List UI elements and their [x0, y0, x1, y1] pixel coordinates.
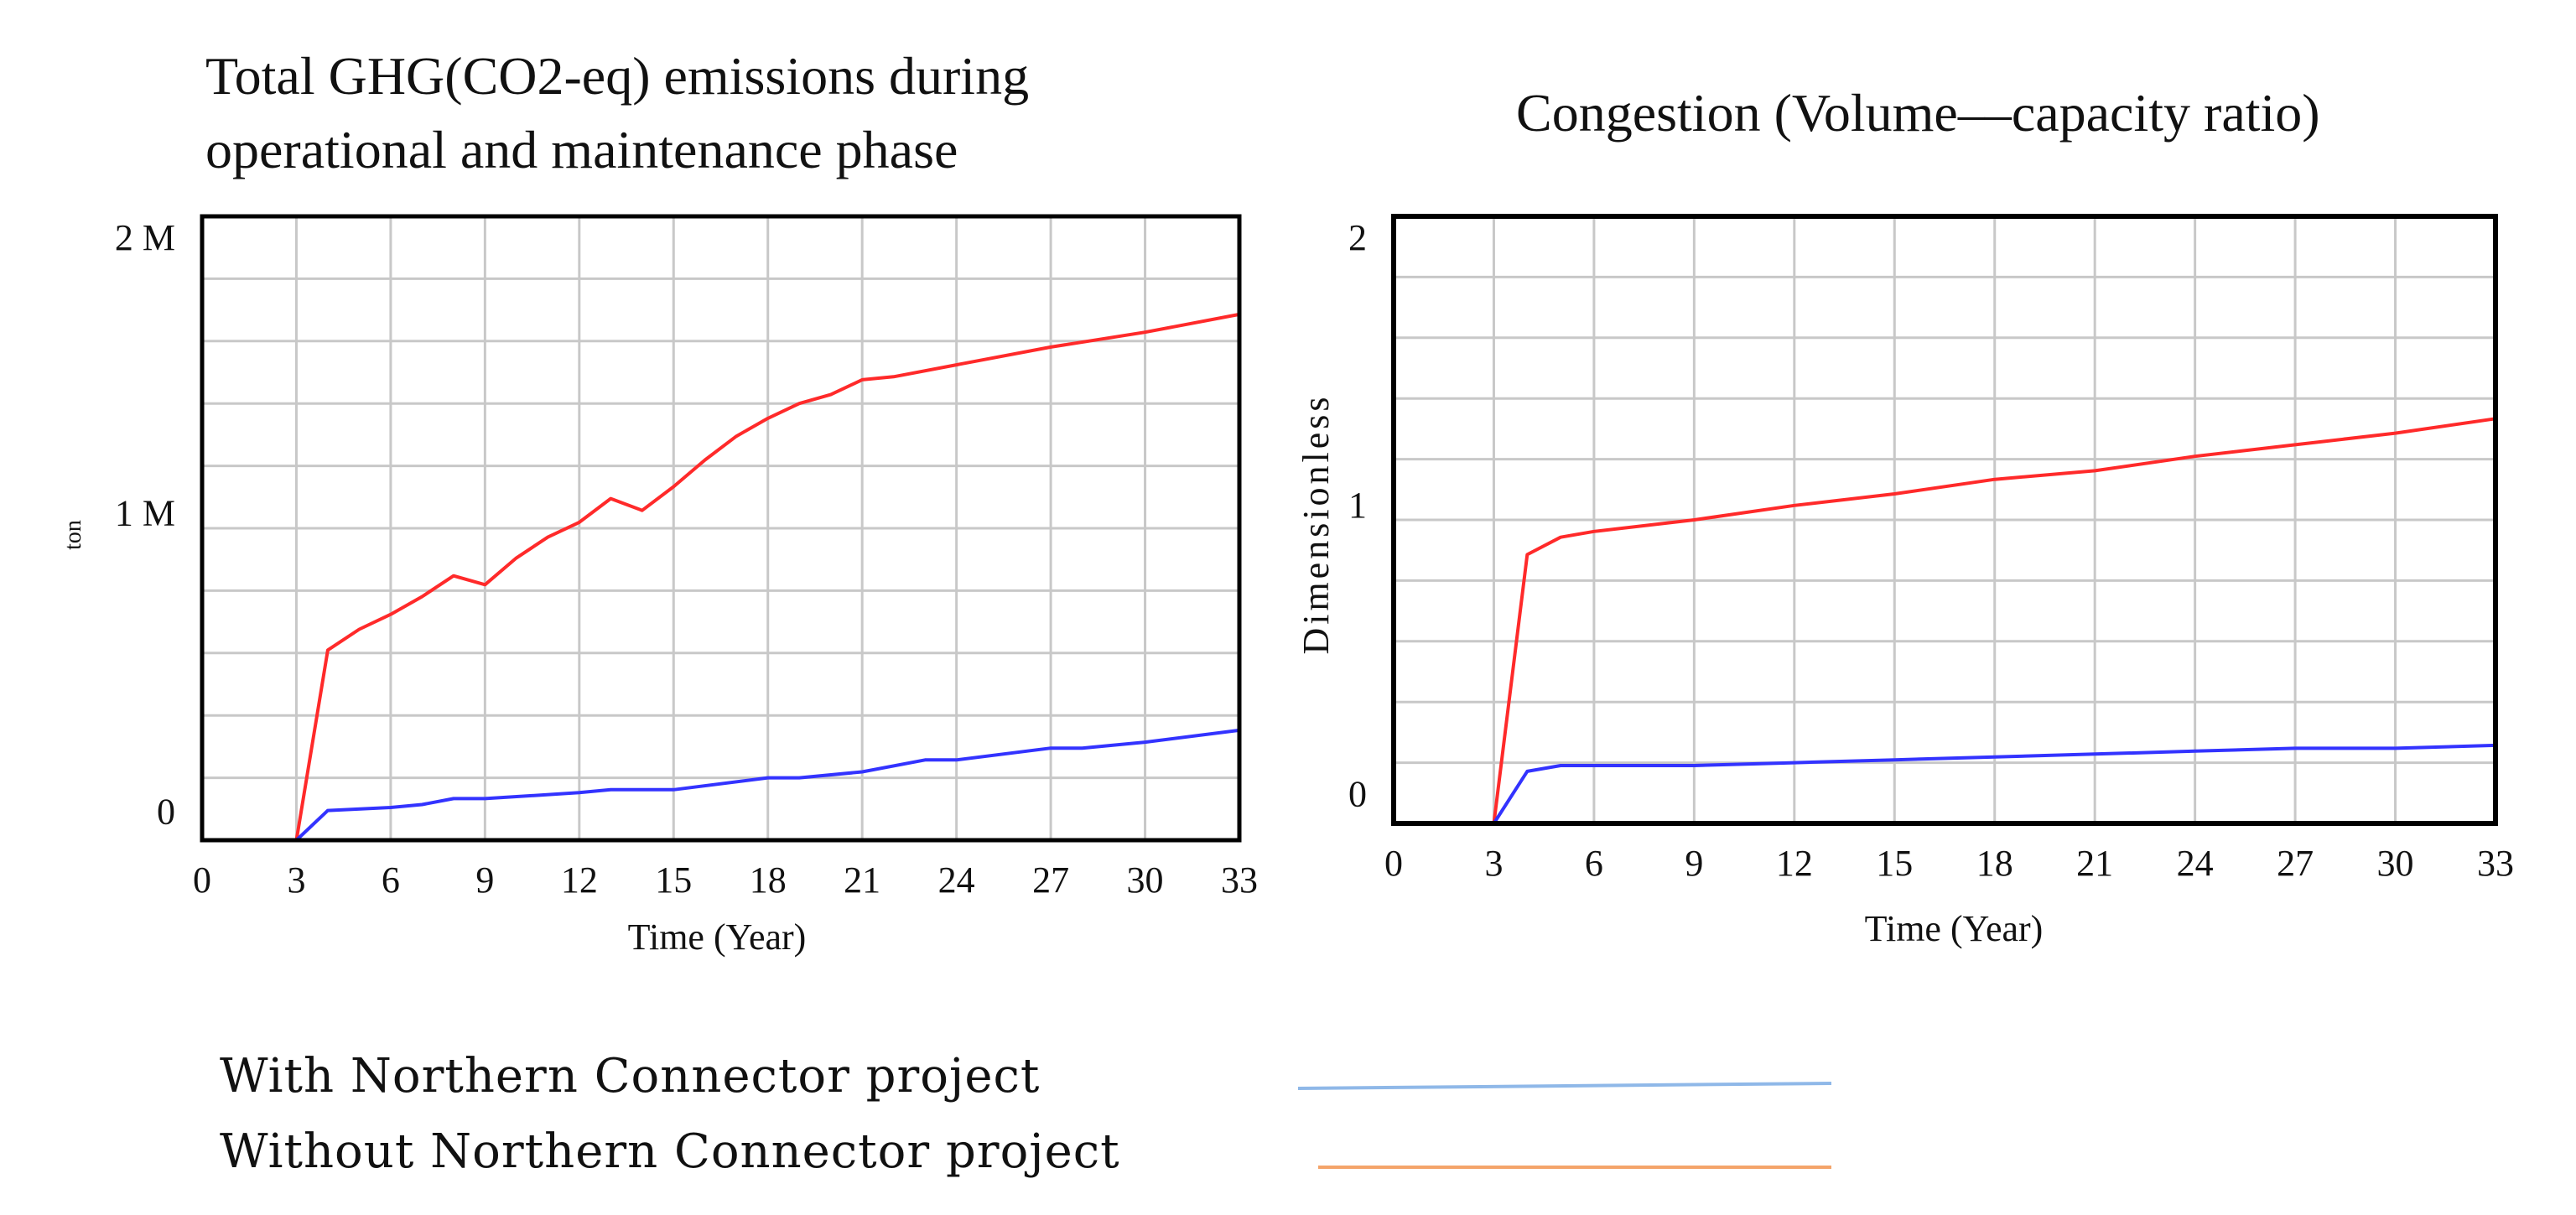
- x-tick-label: 3: [1484, 843, 1503, 884]
- legend-swatch-with-project: [1297, 1082, 1832, 1090]
- x-tick-label: 27: [1032, 859, 1069, 901]
- legend: With Northern Connector project Without …: [220, 1049, 1832, 1179]
- series-lines: [202, 312, 1240, 842]
- y-tick-label: 1: [1348, 485, 1367, 526]
- x-tick-labels: 0 3 6 9 12 15 18 21 24 27 30 33: [193, 859, 1258, 901]
- x-tick-label: 3: [287, 859, 305, 901]
- series-line-without-northern-connector-project: [202, 312, 1240, 842]
- y-tick-label: 1 M: [115, 492, 175, 533]
- chart-congestion: Congestion (Volume––capacity ratio) 0 3 6 9…: [1296, 83, 2514, 949]
- x-tick-label: 33: [2477, 843, 2514, 884]
- x-tick-labels: 0 3 6 9 12 15 18 21 24 27 30 33: [1384, 843, 2514, 884]
- series-line-with-northern-connector-project: [1394, 743, 2496, 825]
- series-lines: [1394, 417, 2496, 825]
- y-tick-label: 0: [157, 792, 175, 833]
- x-tick-label: 21: [844, 859, 880, 901]
- x-tick-label: 18: [750, 859, 787, 901]
- legend-label-with-project: With Northern Connector project: [220, 1049, 1040, 1103]
- y-axis-label: ton: [60, 520, 86, 550]
- x-tick-label: 15: [1876, 843, 1913, 884]
- chart-title-line-2: operational and maintenance phase: [205, 120, 958, 179]
- x-tick-label: 15: [655, 859, 692, 901]
- plot-frame: [1391, 214, 2498, 826]
- x-tick-label: 9: [1685, 843, 1703, 884]
- x-tick-label: 21: [2076, 843, 2113, 884]
- x-tick-label: 9: [475, 859, 494, 901]
- y-tick-labels: 0 1 2: [1348, 217, 1367, 815]
- x-tick-label: 24: [2177, 843, 2214, 884]
- series-line-without-northern-connector-project: [1394, 417, 2496, 825]
- x-tick-label: 6: [1585, 843, 1603, 884]
- x-tick-label: 30: [1127, 859, 1164, 901]
- x-axis-label: Time (Year): [1865, 908, 2044, 949]
- x-tick-label: 6: [382, 859, 400, 901]
- chart-title-line-1: Total GHG(CO2-eq) emissions during: [205, 46, 1029, 106]
- x-tick-label: 0: [1384, 843, 1403, 884]
- y-tick-label: 2: [1348, 217, 1367, 258]
- chart-emissions: Total GHG(CO2-eq) emissions during opera…: [60, 46, 1258, 958]
- x-tick-label: 18: [1976, 843, 2013, 884]
- x-tick-label: 30: [2377, 843, 2414, 884]
- x-tick-label: 12: [561, 859, 598, 901]
- y-tick-label: 0: [1348, 774, 1367, 815]
- chart-title: Congestion (Volume––capacity ratio): [1516, 83, 2320, 143]
- legend-label-without-project: Without Northern Connector project: [220, 1124, 1120, 1179]
- x-tick-label: 12: [1776, 843, 1813, 884]
- y-tick-label: 2 M: [115, 217, 175, 258]
- y-axis-label: Dimensionless: [1296, 393, 1337, 654]
- x-tick-label: 33: [1221, 859, 1258, 901]
- x-tick-label: 27: [2277, 843, 2314, 884]
- x-tick-label: 24: [938, 859, 975, 901]
- x-axis-label: Time (Year): [628, 916, 807, 958]
- y-tick-labels: 0 1 M 2 M: [115, 217, 175, 833]
- grid: [1392, 216, 2497, 823]
- x-tick-label: 0: [193, 859, 211, 901]
- series-line-with-northern-connector-project: [202, 728, 1240, 842]
- plot-frame: [200, 214, 1242, 843]
